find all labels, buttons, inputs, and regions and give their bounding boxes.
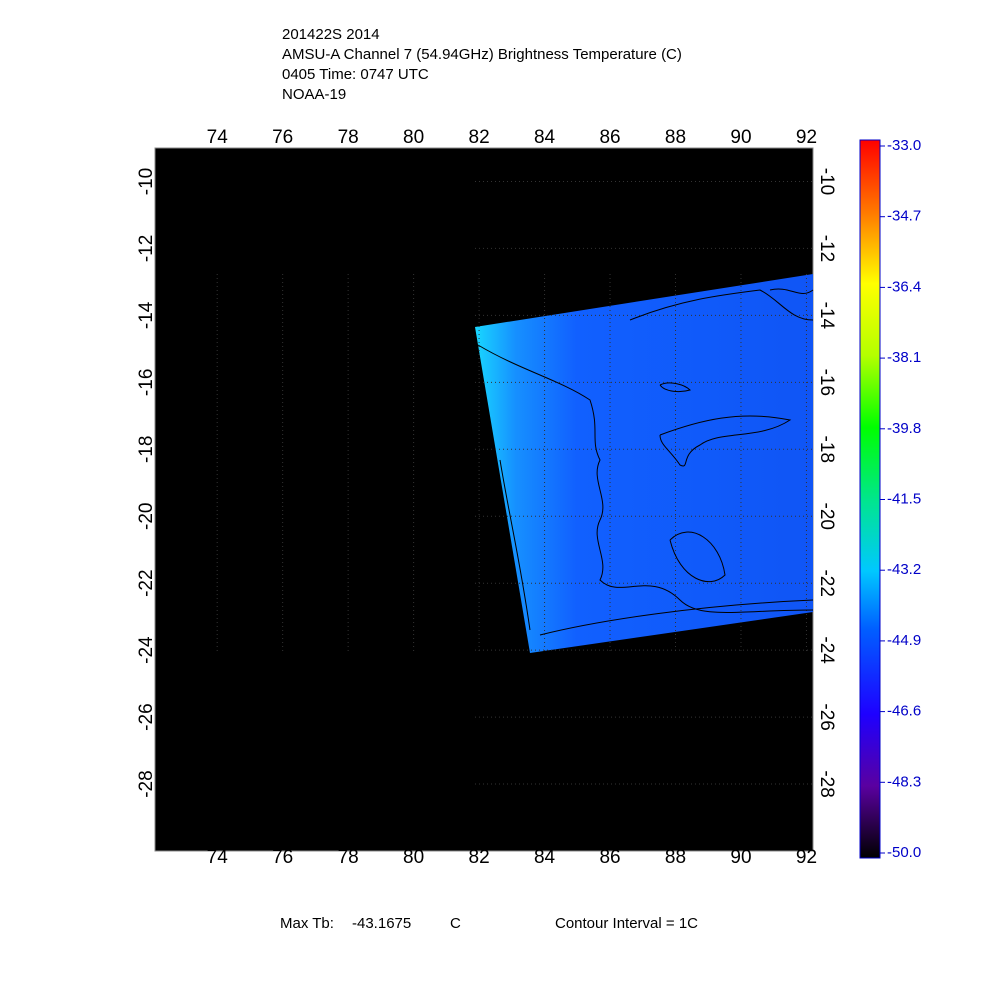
colorbar — [859, 139, 881, 859]
x-tick-label-top: 76 — [272, 127, 293, 148]
contour-interval: Contour Interval = 1C — [555, 915, 698, 932]
colorbar-label: -41.5 — [887, 490, 921, 507]
colorbar-label: -34.7 — [887, 208, 921, 225]
swath — [475, 274, 813, 653]
y-tick-label-right: -18 — [816, 436, 837, 463]
x-tick-label-bottom: 86 — [599, 847, 620, 868]
x-tick-label-top: 82 — [469, 127, 490, 148]
x-tick-label-bottom: 84 — [534, 847, 556, 868]
x-tick-label-bottom: 74 — [207, 847, 229, 868]
x-tick-label-bottom: 80 — [403, 847, 424, 868]
colorbar-label: -38.1 — [887, 349, 921, 366]
colorbar-label: -46.6 — [887, 703, 921, 720]
x-tick-label-bottom: 78 — [338, 847, 359, 868]
title-line: AMSU-A Channel 7 (54.94GHz) Brightness T… — [282, 46, 682, 63]
x-tick-label-top: 86 — [599, 127, 620, 148]
colorbar-label: -33.0 — [887, 137, 921, 154]
y-tick-label-right: -16 — [816, 369, 837, 396]
y-tick-label-left: -16 — [136, 369, 157, 396]
x-tick-label-top: 74 — [207, 127, 229, 148]
y-tick-label-left: -26 — [136, 703, 157, 730]
x-tick-label-top: 88 — [665, 127, 686, 148]
x-tick-label-top: 80 — [403, 127, 424, 148]
max-value: -43.1675 — [352, 915, 411, 932]
y-tick-label-right: -22 — [816, 569, 837, 596]
max-unit: C — [450, 915, 461, 932]
x-tick-label-bottom: 76 — [272, 847, 293, 868]
y-tick-label-left: -28 — [136, 770, 157, 797]
x-tick-label-top: 92 — [796, 127, 817, 148]
title-line: 0405 Time: 0747 UTC — [282, 66, 429, 83]
y-tick-label-left: -14 — [136, 301, 157, 329]
title-line: NOAA-19 — [282, 86, 346, 103]
contours — [477, 288, 814, 636]
colorbar-label: -39.8 — [887, 420, 921, 437]
y-tick-label-right: -14 — [816, 302, 837, 330]
x-tick-label-top: 90 — [730, 127, 751, 148]
colorbar-label: -43.2 — [887, 561, 921, 578]
x-tick-label-top: 78 — [338, 127, 359, 148]
colorbar-label: -36.4 — [887, 278, 921, 295]
x-tick-label-bottom: 90 — [730, 847, 751, 868]
colorbar-label: -48.3 — [887, 773, 921, 790]
grid — [216, 180, 813, 785]
x-tick-label-bottom: 82 — [469, 847, 490, 868]
y-tick-label-left: -22 — [136, 569, 157, 596]
y-tick-label-left: -12 — [136, 235, 157, 262]
y-tick-label-left: -24 — [136, 636, 157, 664]
y-tick-label-right: -10 — [816, 168, 837, 195]
y-tick-label-right: -12 — [816, 235, 837, 262]
y-tick-label-left: -18 — [136, 436, 157, 463]
x-tick-label-top: 84 — [534, 127, 556, 148]
y-tick-label-right: -28 — [816, 770, 837, 797]
x-tick-label-bottom: 88 — [665, 847, 686, 868]
y-tick-label-left: -20 — [136, 503, 157, 530]
title-line: 201422S 2014 — [282, 26, 380, 43]
y-tick-label-right: -20 — [816, 503, 837, 530]
colorbar-label: -44.9 — [887, 632, 921, 649]
y-tick-label-left: -10 — [136, 168, 157, 195]
x-tick-label-bottom: 92 — [796, 847, 817, 868]
y-tick-label-right: -24 — [816, 636, 837, 664]
y-tick-label-right: -26 — [816, 703, 837, 730]
max-label: Max Tb: — [280, 915, 334, 932]
colorbar-label: -50.0 — [887, 844, 921, 861]
